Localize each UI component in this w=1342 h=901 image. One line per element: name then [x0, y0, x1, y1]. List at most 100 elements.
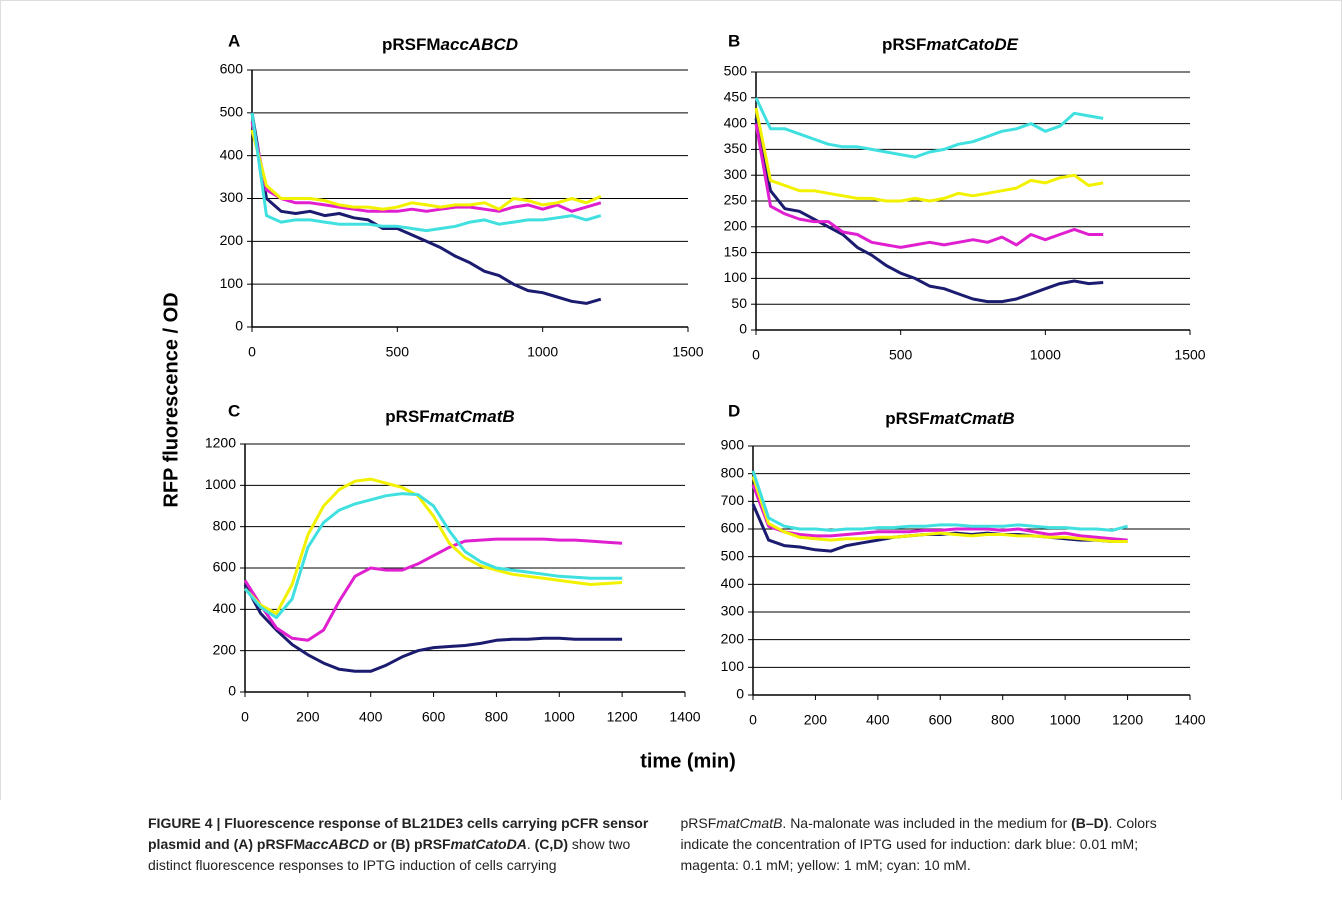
x-tick-label: 0 [752, 347, 760, 363]
y-tick-label: 400 [721, 575, 745, 591]
y-tick-label: 1200 [205, 435, 236, 451]
panel-label: D [728, 401, 740, 420]
data-line [250, 129, 602, 211]
title-part: matCmatB [430, 407, 515, 426]
panel-label: B [728, 31, 740, 50]
x-tick-label: 1000 [527, 344, 558, 360]
y-tick-label: 700 [721, 492, 745, 508]
data-line [250, 112, 602, 233]
chart-title: pRSFmatCatoDE [882, 35, 1019, 54]
x-tick-label: 1000 [1030, 347, 1061, 363]
y-tick-label: 900 [721, 437, 745, 453]
data-line [754, 107, 1104, 203]
x-tick-label: 800 [991, 712, 1015, 728]
caption-segment: show two distinct fluorescence responses… [148, 815, 717, 873]
x-tick-label: 200 [804, 712, 828, 728]
y-tick-label: 400 [220, 146, 244, 162]
title-part: matCatoDE [926, 35, 1018, 54]
data-line [754, 97, 1104, 159]
y-tick-label: 100 [721, 658, 745, 674]
y-tick-label: 450 [724, 89, 748, 105]
data-line [754, 118, 1104, 304]
x-tick-label: 400 [359, 709, 383, 725]
x-tick-label: 600 [929, 712, 953, 728]
x-tick-label: 1500 [672, 344, 703, 360]
title-part: accABCD [441, 35, 518, 54]
caption: FIGURE 4 | Fluorescence response of BL21… [148, 813, 1193, 876]
caption-segment: accABCD [305, 836, 369, 852]
caption-segment: . Na-malonate was included in the medium… [782, 815, 1072, 831]
y-tick-label: 1000 [205, 476, 236, 492]
data-line [751, 470, 1128, 532]
x-tick-label: 1000 [1050, 712, 1081, 728]
chart-title: pRSFmatCmatB [885, 409, 1014, 428]
y-tick-label: 0 [736, 686, 744, 702]
title-part: matCmatB [930, 409, 1015, 428]
y-tick-label: 800 [721, 464, 745, 480]
frame [0, 0, 1342, 800]
caption-segment: or (B) pRSF [368, 836, 451, 852]
caption-segment: matCmatB [716, 815, 783, 831]
y-tick-label: 300 [721, 603, 745, 619]
y-tick-label: 600 [213, 559, 237, 575]
x-tick-label: 1200 [1112, 712, 1143, 728]
y-tick-label: 500 [724, 63, 748, 79]
y-tick-label: 300 [220, 189, 244, 205]
panel-label: A [228, 31, 240, 50]
y-tick-label: 800 [213, 517, 237, 533]
x-tick-label: 0 [241, 709, 249, 725]
x-tick-label: 500 [889, 347, 913, 363]
y-tick-label: 200 [724, 218, 748, 234]
y-axis-label: RFP fluorescence / OD [160, 292, 182, 507]
y-tick-label: 600 [721, 520, 745, 536]
x-tick-label: 600 [422, 709, 446, 725]
y-tick-label: 400 [724, 114, 748, 130]
y-tick-label: 200 [220, 232, 244, 248]
y-tick-label: 100 [724, 269, 748, 285]
data-line [751, 475, 1128, 543]
data-line [250, 121, 602, 213]
caption-segment: . Colors indicate the concentration of I… [680, 815, 1157, 873]
panel-label: C [228, 401, 240, 420]
y-tick-label: 600 [220, 61, 244, 77]
caption-segment: (B–D) [1071, 815, 1109, 831]
x-tick-label: 500 [386, 344, 410, 360]
y-tick-label: 250 [724, 192, 748, 208]
x-tick-label: 1200 [607, 709, 638, 725]
caption-segment: FIGURE 4 | Fluorescence response of BL21… [148, 815, 649, 852]
x-tick-label: 800 [485, 709, 509, 725]
y-tick-label: 0 [228, 683, 236, 699]
y-tick-label: 100 [220, 275, 244, 291]
y-tick-label: 0 [739, 321, 747, 337]
caption-segment: (C,D) [534, 836, 569, 852]
title-part: pRSF [385, 407, 429, 426]
title-part: pRSF [882, 35, 926, 54]
y-tick-label: 200 [721, 630, 745, 646]
y-tick-label: 0 [235, 318, 243, 334]
data-line [243, 477, 623, 615]
x-tick-label: 1000 [544, 709, 575, 725]
y-tick-label: 500 [220, 104, 244, 120]
data-line [243, 583, 623, 673]
data-line [250, 112, 602, 305]
data-line [243, 492, 623, 620]
y-tick-label: 200 [213, 641, 237, 657]
y-tick-label: 300 [724, 166, 748, 182]
title-part: pRSFM [382, 35, 441, 54]
data-line [751, 484, 1128, 542]
x-axis-label: time (min) [640, 750, 736, 772]
caption-segment: matCatoDA [450, 836, 527, 852]
x-tick-label: 0 [749, 712, 757, 728]
x-tick-label: 1400 [1174, 712, 1205, 728]
chart-title: pRSFmatCmatB [385, 407, 514, 426]
y-tick-label: 50 [731, 295, 747, 311]
data-line [243, 537, 623, 642]
y-tick-label: 500 [721, 547, 745, 563]
chart-title: pRSFMaccABCD [382, 35, 518, 54]
x-tick-label: 0 [248, 344, 256, 360]
x-tick-label: 1400 [669, 709, 700, 725]
y-tick-label: 150 [724, 243, 748, 259]
caption-segment: . [526, 836, 535, 852]
